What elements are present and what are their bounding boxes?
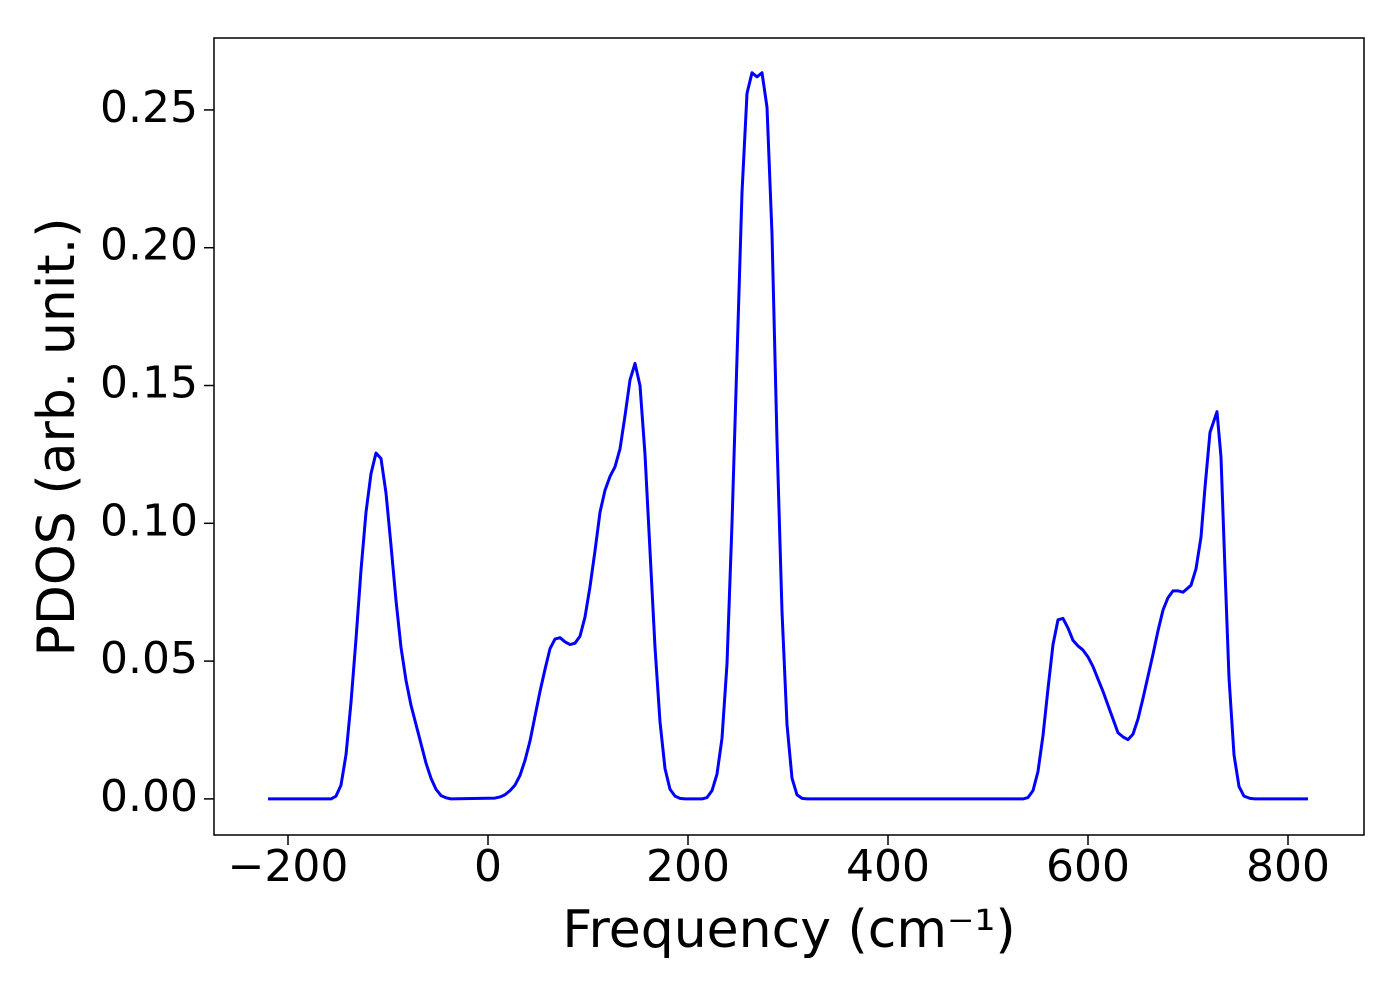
y-tick-label: 0.20 bbox=[100, 220, 198, 271]
x-tick-label: 0 bbox=[474, 841, 502, 892]
y-tick-label: 0.15 bbox=[100, 358, 198, 409]
x-axis-label: Frequency (cm⁻¹) bbox=[562, 900, 1015, 960]
data-line bbox=[268, 71, 1308, 801]
x-tick-label: 600 bbox=[1046, 841, 1130, 892]
x-tick-label: 800 bbox=[1246, 841, 1330, 892]
plot-frame bbox=[213, 37, 1365, 836]
y-tick-label: 0.25 bbox=[100, 82, 198, 133]
x-tick-label: 400 bbox=[846, 841, 930, 892]
y-tick-label: 0.10 bbox=[100, 495, 198, 546]
x-tick-label: −200 bbox=[228, 841, 349, 892]
y-tick-label: 0.00 bbox=[100, 771, 198, 822]
y-axis-label: PDOS (arb. unit.) bbox=[27, 217, 87, 656]
x-tick-label: 200 bbox=[646, 841, 730, 892]
y-tick-label: 0.05 bbox=[100, 633, 198, 684]
